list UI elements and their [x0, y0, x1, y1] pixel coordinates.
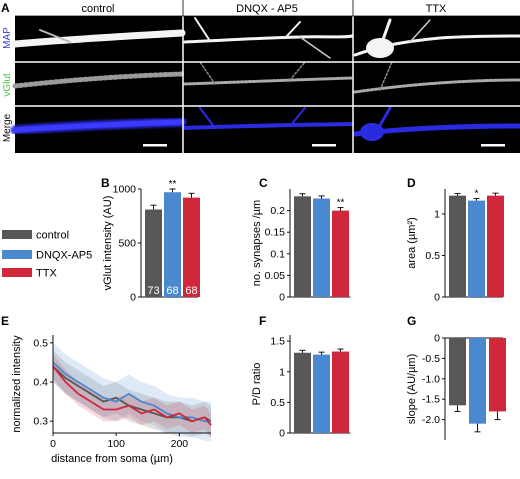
series-line-dnqx — [52, 361, 211, 423]
row-label-merge: Merge — [2, 113, 13, 142]
y-tick-label: 0.05 — [265, 270, 286, 282]
legend-swatch-control — [2, 230, 32, 239]
y-tick-label: -1.5 — [422, 394, 440, 406]
x-tick-label: 0 — [50, 438, 56, 450]
y-axis-label: area (µm²) — [406, 217, 418, 269]
bar-dnqx-ap5 — [468, 200, 485, 297]
y-tick-label: 0 — [434, 333, 440, 345]
column-header-control: control — [81, 3, 114, 15]
row-label-map: MAP — [2, 27, 13, 49]
legend-label-dnqx: DNQX-AP5 — [36, 250, 92, 262]
significance-marker: * — [475, 189, 479, 200]
panel-letter-a: A — [1, 1, 10, 15]
bar-dnqx-ap5 — [164, 192, 181, 297]
bar-control — [294, 196, 311, 297]
column-header-dnqx-ap5: DNQX - AP5 — [236, 3, 298, 15]
bar-ttx — [183, 197, 200, 297]
chart-f-pd-ratio: F 0 0.5 1 1.5 P/D ratio — [251, 314, 350, 440]
y-axis-label: no. synapses /µm — [251, 200, 263, 286]
bar-dnqx-ap5 — [313, 354, 330, 433]
x-axis-label: distance from soma (µm) — [51, 453, 173, 465]
legend-label-ttx: TTX — [36, 268, 57, 280]
micrograph-grid: control DNQX - AP5 TTX MAP vGlut Merge — [2, 0, 520, 153]
panel-letter-e: E — [1, 314, 9, 328]
series-line-ttx — [52, 365, 212, 426]
panel-letter-b: B — [101, 176, 110, 190]
y-axis-label: P/D ratio — [251, 363, 263, 406]
chart-c-synapse-density: C 0 0.05 0.1 0.15 0.2 no. synapses /µm ** — [251, 176, 350, 304]
column-header-ttx: TTX — [426, 3, 447, 15]
y-axis-label: vGlut intensity (AU) — [102, 196, 114, 291]
chart-d-area: D 0 0.5 1 area (µm²) * — [406, 176, 504, 304]
legend-label-control: control — [36, 230, 69, 242]
y-tick-label: -1.0 — [422, 373, 440, 385]
merge-row-images — [10, 106, 520, 141]
bar-ttx — [487, 195, 504, 297]
y-tick-label: -0.5 — [422, 353, 440, 365]
bar-n-label: 73 — [147, 285, 159, 297]
y-tick-label: 0.5 — [270, 397, 285, 409]
y-tick-label: 0 — [434, 292, 440, 304]
y-tick-label: 0.2 — [270, 205, 285, 217]
bar-control — [449, 195, 466, 297]
panel-letter-f: F — [259, 314, 266, 328]
y-tick-label: 0 — [130, 292, 136, 304]
bar-dnqx-ap5 — [313, 198, 330, 297]
bar-ttx — [332, 351, 349, 433]
y-tick-label: 0.5 — [33, 337, 48, 349]
y-axis-label: slope (AU/µm) — [406, 354, 418, 425]
chart-g-slope: G 0 -0.5 -1.0 -1.5 -2.0 slope (AU/µm) — [406, 314, 506, 440]
y-tick-label: 0 — [279, 292, 285, 304]
scale-bar-control — [143, 144, 167, 147]
y-tick-label: 1.5 — [270, 336, 285, 348]
bar-ttx — [332, 210, 349, 297]
y-tick-label: -2.0 — [422, 414, 440, 426]
x-tick-label: 200 — [171, 438, 189, 450]
y-tick-label: 0.5 — [425, 250, 440, 262]
row-label-vglut: vGlut — [2, 73, 13, 97]
vglut-row-images — [12, 61, 520, 94]
bar-control — [449, 338, 466, 406]
significance-marker: ** — [169, 179, 177, 190]
map-row-images — [11, 17, 520, 59]
grid-header-lines — [15, 0, 520, 17]
x-tick-label: 100 — [107, 438, 125, 450]
y-tick-label: 500 — [118, 238, 136, 250]
y-tick-label: 0 — [279, 428, 285, 440]
bar-n-label: 68 — [185, 285, 197, 297]
panel-letter-c: C — [259, 176, 268, 190]
scale-bar-dnqx — [312, 144, 336, 147]
legend: control DNQX-AP5 TTX — [2, 230, 92, 280]
y-tick-label: 1 — [434, 208, 440, 220]
y-tick-label: 0.3 — [33, 416, 48, 428]
panel-letter-d: D — [407, 176, 416, 190]
scale-bar-ttx — [481, 144, 505, 147]
y-tick-label: 0.15 — [265, 227, 286, 239]
panel-letter-g: G — [407, 314, 416, 328]
y-axis-label: normalized intensity — [11, 335, 23, 433]
y-tick-label: 1000 — [113, 184, 137, 196]
legend-swatch-ttx — [2, 268, 32, 277]
bar-control — [294, 352, 311, 433]
y-tick-label: 1 — [279, 366, 285, 378]
legend-swatch-dnqx — [2, 250, 32, 259]
bar-dnqx-ap5 — [469, 338, 486, 424]
bar-control — [145, 209, 162, 297]
chart-e-intensity-profile: E 0.3 0.4 0.5 0 100 200 distance from soma (µm)… — [1, 314, 212, 465]
significance-marker: ** — [337, 198, 345, 209]
grid-separators — [15, 0, 520, 153]
y-tick-label: 0.1 — [270, 248, 285, 260]
y-tick-label: 0.4 — [33, 377, 48, 389]
bar-ttx — [489, 338, 506, 412]
bar-n-label: 68 — [166, 285, 178, 297]
